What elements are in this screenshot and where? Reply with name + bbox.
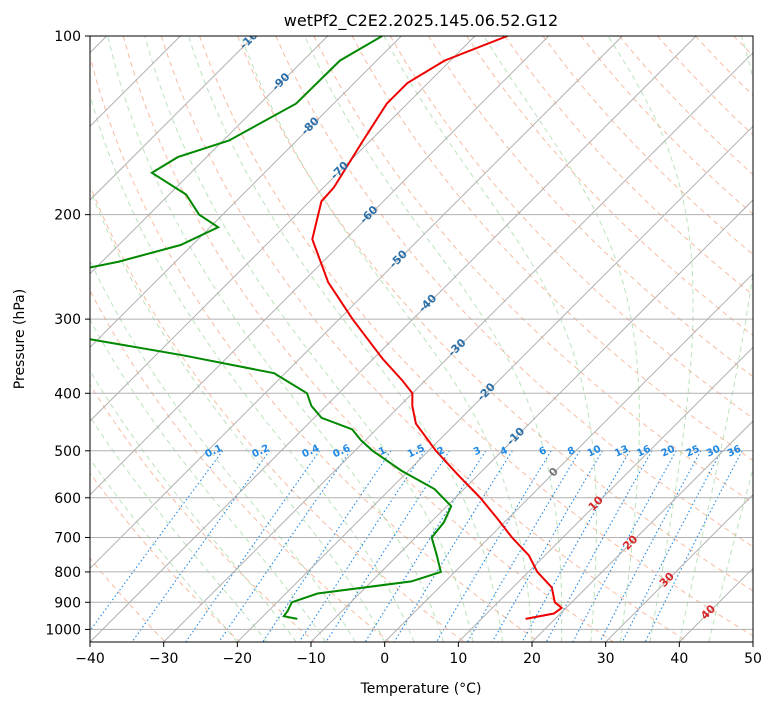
- x-tick-label: −40: [75, 651, 105, 667]
- x-tick-label: 10: [449, 651, 467, 667]
- y-tick-label: 900: [54, 595, 81, 611]
- chart-title: wetPf2_C2E2.2025.145.06.52.G12: [284, 11, 558, 31]
- y-tick-label: 100: [54, 29, 81, 45]
- y-tick-label: 200: [54, 208, 81, 224]
- y-axis-label: Pressure (hPa): [12, 289, 28, 389]
- x-tick-label: 50: [744, 651, 762, 667]
- y-tick-label: 700: [54, 531, 81, 547]
- y-tick-label: 800: [54, 565, 81, 581]
- x-tick-label: −20: [223, 651, 253, 667]
- y-tick-label: 500: [54, 444, 81, 460]
- x-tick-label: 30: [597, 651, 615, 667]
- y-tick-label: 300: [54, 312, 81, 328]
- y-tick-label: 600: [54, 491, 81, 507]
- y-tick-label: 400: [54, 386, 81, 402]
- x-axis-label: Temperature (°C): [360, 681, 482, 697]
- x-tick-label: 40: [670, 651, 688, 667]
- y-tick-label: 1000: [45, 622, 81, 638]
- x-tick-label: 20: [523, 651, 541, 667]
- x-tick-label: −30: [149, 651, 179, 667]
- x-tick-label: 0: [380, 651, 389, 667]
- x-tick-label: −10: [296, 651, 326, 667]
